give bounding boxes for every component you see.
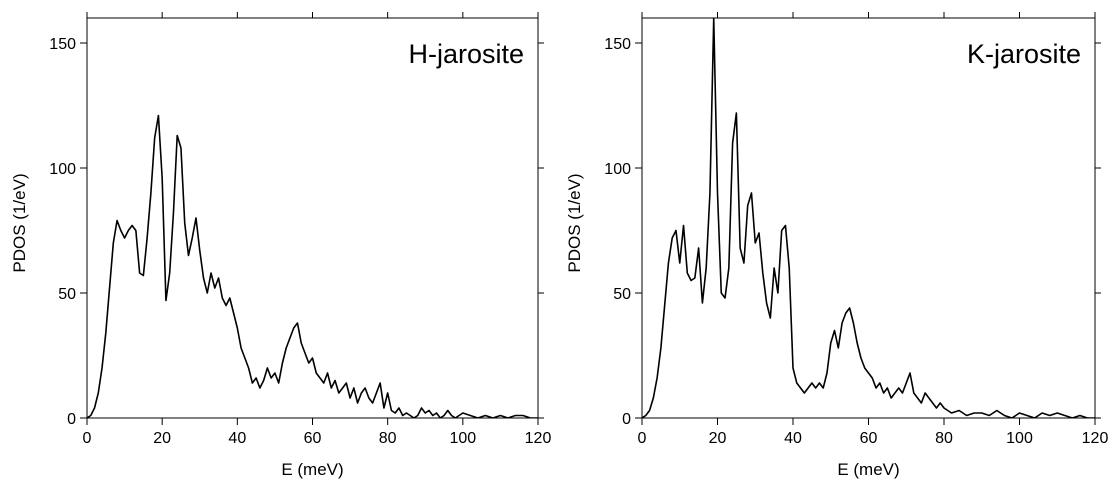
x-tick-label: 20 xyxy=(153,430,171,447)
y-tick-label: 0 xyxy=(67,411,76,428)
panel-title: H-jarosite xyxy=(408,39,524,69)
x-tick-label: 0 xyxy=(83,430,92,447)
x-tick-label: 100 xyxy=(449,430,476,447)
series-line xyxy=(642,18,1095,418)
y-tick-label: 100 xyxy=(604,161,631,178)
series-line xyxy=(87,114,538,418)
y-tick-label: 0 xyxy=(622,411,631,428)
x-tick-label: 60 xyxy=(304,430,322,447)
x-tick-label: 80 xyxy=(379,430,397,447)
x-tick-label: 40 xyxy=(784,430,802,447)
x-axis-label: E (meV) xyxy=(837,460,899,479)
y-tick-label: 100 xyxy=(49,161,76,178)
x-tick-label: 40 xyxy=(228,430,246,447)
plot-frame xyxy=(641,17,1096,419)
y-axis-label: PDOS (1/eV) xyxy=(10,173,29,272)
x-tick-label: 120 xyxy=(1082,430,1109,447)
y-tick-label: 150 xyxy=(604,36,631,53)
x-tick-label: 60 xyxy=(860,430,878,447)
y-tick-label: 50 xyxy=(58,286,76,303)
y-axis-label: PDOS (1/eV) xyxy=(565,173,584,272)
y-tick-label: 150 xyxy=(49,36,76,53)
x-tick-label: 20 xyxy=(709,430,727,447)
x-tick-label: 80 xyxy=(935,430,953,447)
panel-k-jarosite: 0 20 40 60 80 100 120 0 50 100 150 E (meV) PDOS (1/e… xyxy=(565,12,1108,479)
x-tick-label: 120 xyxy=(525,430,552,447)
y-tick-label: 50 xyxy=(613,286,631,303)
panel-h-jarosite: 0 20 40 60 80 100 120 0 50 100 150 E (meV) PDOS (1/e… xyxy=(10,12,551,479)
panel-title: K-jarosite xyxy=(967,39,1081,69)
x-tick-label: 100 xyxy=(1006,430,1033,447)
x-axis-label: E (meV) xyxy=(281,460,343,479)
x-tick-label: 0 xyxy=(638,430,647,447)
